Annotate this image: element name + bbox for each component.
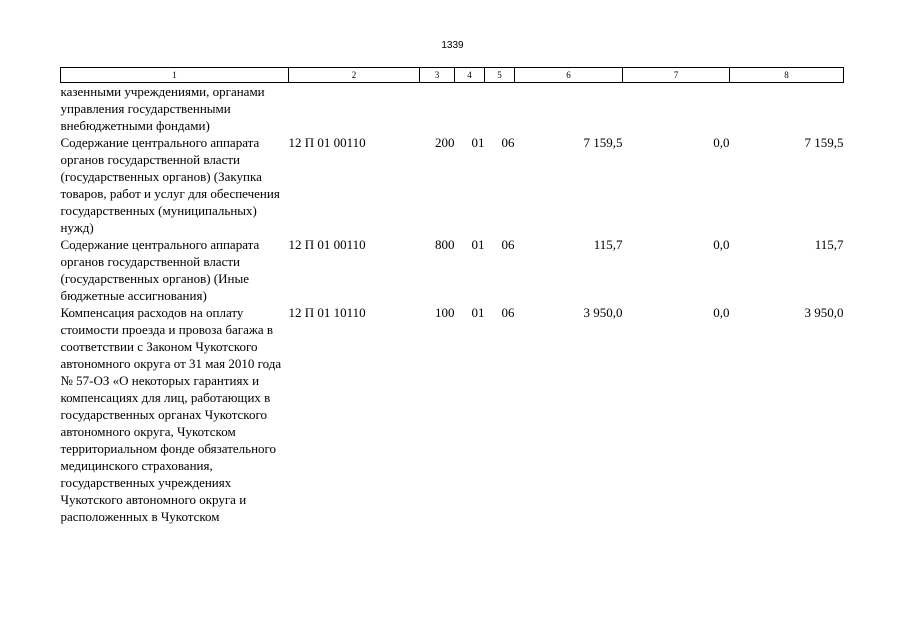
row-expense-type: 800 — [435, 237, 455, 252]
row-subsection — [485, 83, 515, 135]
row-description: Компенсация расходов на оплату стоимости… — [60, 305, 282, 524]
column-header-7: 7 — [622, 67, 730, 83]
budget-table: 1 2 3 4 5 6 7 8 казенными учреждениями, … — [60, 67, 844, 525]
row-amount-total: 115,7 — [593, 237, 623, 252]
row-subsection: 06 — [501, 305, 515, 320]
row-subsection: 06 — [501, 135, 515, 150]
row-target-code: 12 П 01 10110 — [288, 305, 366, 320]
row-expense-type: 200 — [435, 135, 455, 150]
row-amount-change: 0,0 — [713, 135, 730, 150]
column-header-2: 2 — [288, 67, 420, 83]
table-row: Содержание центрального аппарата органов… — [61, 236, 844, 304]
row-description: казенными учреждениями, органами управле… — [60, 84, 265, 133]
column-header-8: 8 — [729, 67, 844, 83]
row-amount-total — [515, 83, 623, 135]
table-row: Содержание центрального аппарата органов… — [61, 134, 844, 236]
row-target-code: 12 П 01 00110 — [288, 135, 366, 150]
row-subsection: 06 — [501, 237, 515, 252]
row-expense-type: 100 — [435, 305, 455, 320]
column-header-1: 1 — [60, 67, 289, 83]
row-section: 01 — [471, 305, 485, 320]
row-amount-total: 7 159,5 — [583, 135, 623, 150]
row-amount-change — [623, 83, 730, 135]
header-row: 1 2 3 4 5 6 7 8 — [60, 67, 844, 83]
table-row: Компенсация расходов на оплату стоимости… — [61, 304, 844, 525]
row-target-code — [289, 83, 420, 135]
column-header-5: 5 — [484, 67, 515, 83]
row-amount-final: 3 950,0 — [804, 305, 844, 320]
table-row: казенными учреждениями, органами управле… — [61, 83, 844, 135]
row-expense-type — [420, 83, 455, 135]
row-section: 01 — [471, 135, 485, 150]
row-amount-final — [730, 83, 844, 135]
column-header-6: 6 — [514, 67, 623, 83]
page-number: 1339 — [441, 40, 464, 51]
row-amount-final: 115,7 — [814, 237, 844, 252]
column-header-3: 3 — [419, 67, 455, 83]
row-section — [455, 83, 485, 135]
row-amount-final: 7 159,5 — [804, 135, 844, 150]
row-amount-change: 0,0 — [713, 237, 730, 252]
row-target-code: 12 П 01 00110 — [288, 237, 366, 252]
row-section: 01 — [471, 237, 485, 252]
row-description: Содержание центрального аппарата органов… — [60, 135, 280, 235]
column-header-4: 4 — [454, 67, 485, 83]
row-description: Содержание центрального аппарата органов… — [60, 237, 260, 303]
row-amount-total: 3 950,0 — [583, 305, 623, 320]
row-amount-change: 0,0 — [713, 305, 730, 320]
